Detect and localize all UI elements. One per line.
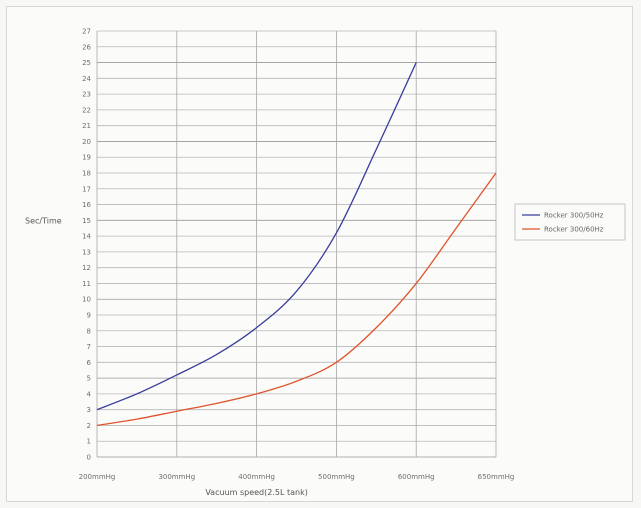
y-tick-label: 14 <box>82 233 91 241</box>
y-tick-label: 24 <box>82 75 91 83</box>
x-tick-label: 400mmHg <box>238 473 275 481</box>
y-tick-label: 20 <box>82 138 91 146</box>
y-tick-label: 19 <box>82 154 91 162</box>
y-tick-label: 4 <box>87 390 92 398</box>
x-tick-label: 600mmHg <box>398 473 435 481</box>
y-tick-label: 16 <box>82 201 91 209</box>
y-tick-label: 11 <box>82 280 91 288</box>
legend-box <box>514 203 626 241</box>
y-tick-label: 3 <box>87 406 91 414</box>
y-tick-labels: 0123456789101112131415161718192021222324… <box>82 28 91 462</box>
x-tick-label: 650mmHg <box>478 473 515 481</box>
y-tick-label: 6 <box>87 359 92 367</box>
legend: Rocker 300/50Hz Rocker 300/60Hz <box>514 203 626 241</box>
y-tick-label: 25 <box>82 59 91 67</box>
y-tick-label: 2 <box>87 422 91 430</box>
y-axis-title: Sec/Time <box>25 216 62 225</box>
y-tick-label: 17 <box>82 185 91 193</box>
x-tick-label: 500mmHg <box>318 473 355 481</box>
x-tick-label: 300mmHg <box>158 473 195 481</box>
series-line-2 <box>96 172 497 427</box>
y-tick-label: 21 <box>82 122 91 130</box>
y-tick-label: 13 <box>82 248 91 256</box>
y-tick-label: 27 <box>82 28 91 36</box>
line-chart: 0123456789101112131415161718192021222324… <box>25 28 626 497</box>
y-tick-label: 26 <box>82 43 91 51</box>
y-tick-label: 12 <box>82 264 91 272</box>
y-tick-label: 0 <box>87 454 91 462</box>
x-tick-labels: 200mmHg 300mmHg 400mmHg 500mmHg 600mmHg 650mm… <box>79 473 515 481</box>
x-axis-title: Vacuum speed(2.5L tank) <box>205 488 308 497</box>
x-tick-label: 200mmHg <box>79 473 116 481</box>
y-tick-label: 1 <box>87 438 91 446</box>
y-tick-label: 8 <box>87 327 91 335</box>
y-tick-label: 18 <box>82 170 91 178</box>
y-tick-label: 7 <box>87 343 91 351</box>
series-lines <box>96 62 497 427</box>
series-line-1 <box>96 62 417 411</box>
chart-frame: 0 1 2 3 4 5 6 7 8 9 10 11 12 13 14 15 16 17 18 19 20 21 22 23 24… <box>6 6 633 502</box>
legend-entry: Rocker 300/50Hz <box>544 212 604 220</box>
y-tick-label: 5 <box>87 375 91 383</box>
y-tick-label: 23 <box>82 91 91 99</box>
y-tick-label: 15 <box>82 217 91 225</box>
y-tick-label: 22 <box>82 106 91 114</box>
plot-grid <box>96 30 497 458</box>
y-tick-label: 10 <box>82 296 91 304</box>
legend-entry: Rocker 300/60Hz <box>544 226 604 234</box>
y-tick-label: 9 <box>87 312 91 320</box>
